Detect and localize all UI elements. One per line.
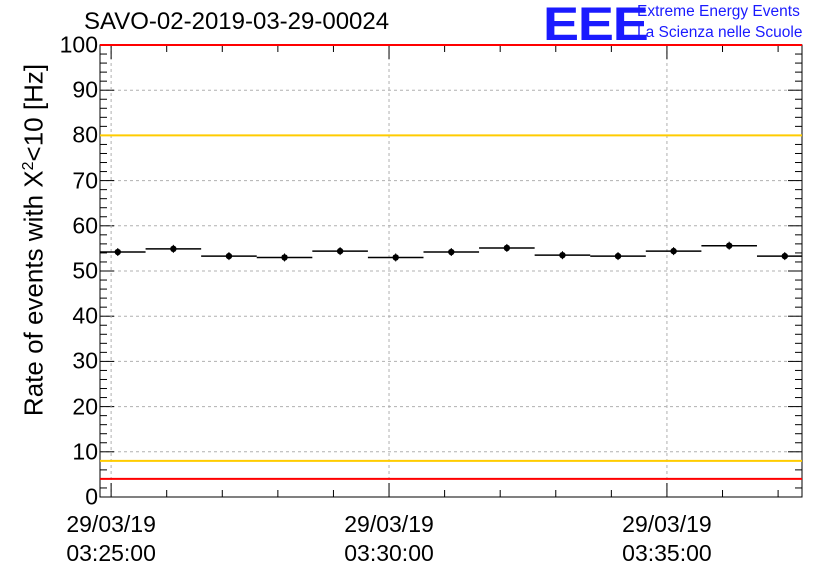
y-tick-label: 40	[72, 302, 98, 329]
data-point-3	[281, 254, 288, 261]
chart-title: SAVO-02-2019-03-29-00024	[84, 8, 390, 35]
y-tick-label: 10	[72, 438, 98, 465]
y-tick-label: 50	[72, 257, 98, 284]
x-tick-date: 29/03/19	[66, 511, 156, 537]
data-point-12	[781, 252, 788, 260]
x-tick-time: 03:30:00	[344, 540, 434, 566]
logo-line-1: Extreme Energy Events	[637, 3, 800, 20]
data-point-5	[392, 254, 399, 261]
y-tick-label: 90	[72, 76, 98, 103]
data-point-4	[336, 247, 344, 255]
x-tick-label: 29/03/19 03:30:00	[344, 510, 434, 568]
y-tick-label: 80	[72, 121, 98, 148]
x-tick-label: 29/03/19 03:35:00	[622, 510, 712, 568]
x-tick-time: 03:25:00	[66, 540, 156, 566]
x-tick-date: 29/03/19	[344, 511, 434, 537]
data-point-6	[448, 248, 455, 256]
data-point-0	[114, 248, 121, 256]
y-tick-label: 0	[85, 483, 98, 510]
y-tick-label: 60	[72, 212, 98, 239]
data-point-2	[225, 252, 233, 260]
y-tick-label: 100	[59, 31, 98, 58]
data-point-11	[725, 242, 733, 249]
data-point-7	[503, 244, 511, 252]
logo-line-2: La Scienza nelle Scuole	[637, 24, 803, 41]
data-point-1	[170, 245, 177, 253]
data-point-9	[614, 252, 622, 260]
y-tick-label: 70	[72, 167, 98, 194]
x-tick-time: 03:35:00	[622, 540, 712, 566]
x-tick-label: 29/03/19 03:25:00	[66, 510, 156, 568]
y-tick-label: 20	[72, 393, 98, 420]
y-tick-label: 30	[72, 347, 98, 374]
eee-logo-mark: EEE	[543, 0, 649, 50]
data-point-8	[559, 251, 566, 259]
data-point-10	[670, 247, 677, 255]
x-tick-date: 29/03/19	[622, 511, 712, 537]
